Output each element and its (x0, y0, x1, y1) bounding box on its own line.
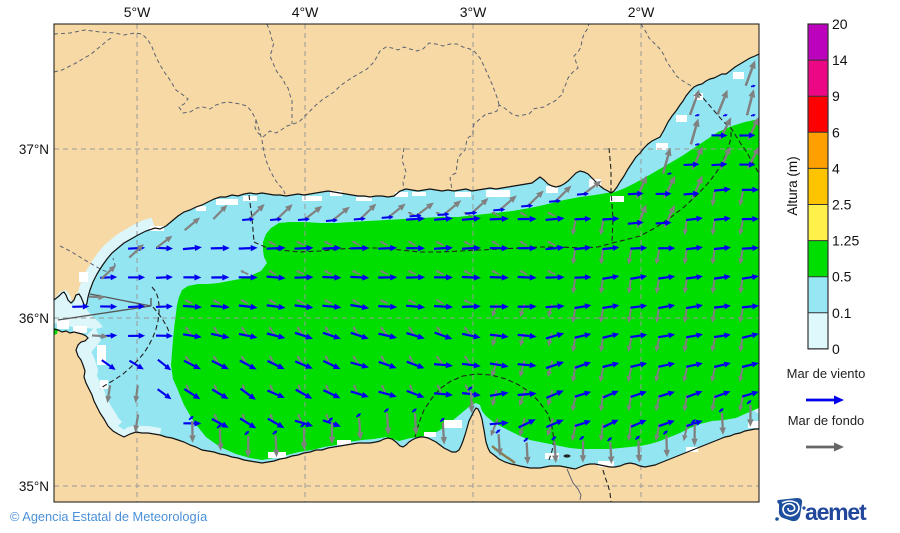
svg-text:4: 4 (832, 160, 840, 176)
svg-text:4°W: 4°W (292, 4, 319, 20)
svg-text:1.25: 1.25 (832, 233, 859, 249)
svg-text:37°N: 37°N (19, 142, 49, 157)
svg-text:Altura (m): Altura (m) (785, 156, 800, 215)
svg-text:2.5: 2.5 (832, 197, 852, 213)
svg-text:9: 9 (832, 88, 840, 104)
svg-text:3°W: 3°W (460, 4, 487, 20)
svg-text:0.5: 0.5 (832, 269, 852, 285)
svg-text:20: 20 (832, 16, 848, 32)
svg-text:6: 6 (832, 124, 840, 140)
svg-text:35°N: 35°N (19, 479, 49, 494)
svg-text:2°W: 2°W (628, 4, 655, 20)
svg-text:© Agencia Estatal de Meteorolo: © Agencia Estatal de Meteorología (10, 509, 208, 524)
svg-text:Mar de fondo: Mar de fondo (788, 413, 865, 428)
svg-text:36°N: 36°N (19, 311, 49, 326)
svg-text:0.1: 0.1 (832, 305, 852, 321)
svg-text:5°W: 5°W (124, 4, 151, 20)
svg-text:Mar de viento: Mar de viento (787, 366, 866, 381)
svg-text:14: 14 (832, 52, 848, 68)
svg-text:aemet: aemet (805, 499, 867, 525)
svg-text:0: 0 (832, 341, 840, 357)
